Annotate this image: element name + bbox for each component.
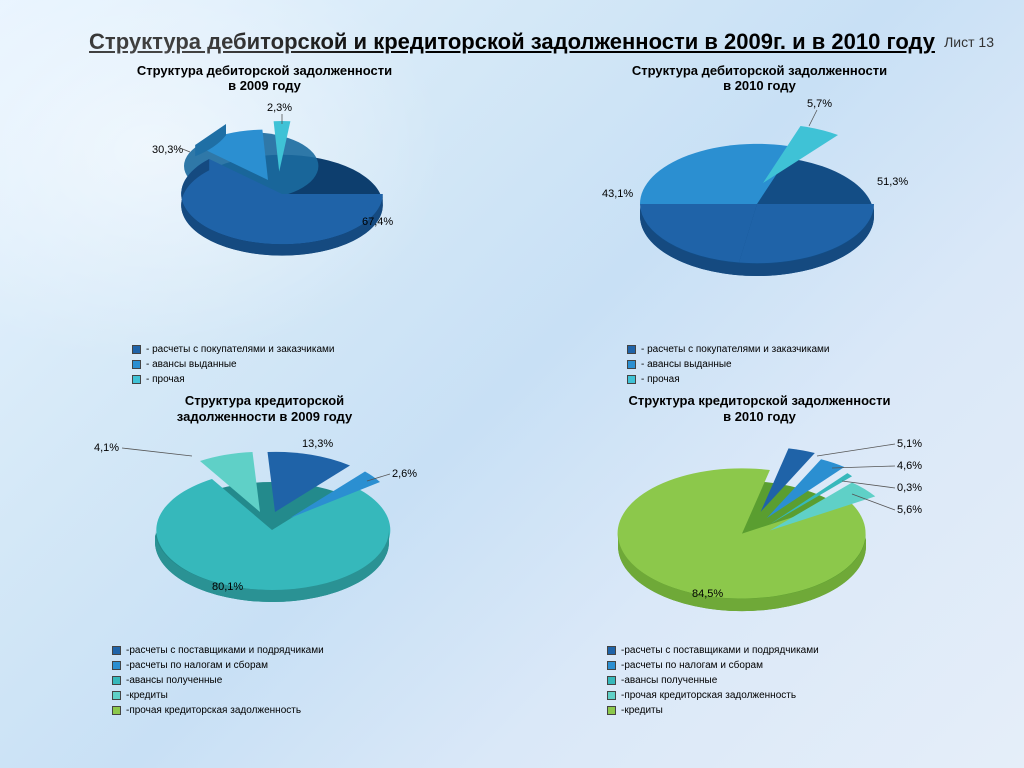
legend: - расчеты с покупателями и заказчиками- …: [627, 342, 830, 387]
legend-swatch: [112, 646, 121, 655]
legend-item: -авансы полученные: [607, 673, 819, 688]
leader-lines: [22, 426, 507, 642]
legend-text: -прочая кредиторская задолженность: [621, 688, 796, 703]
legend-swatch: [112, 691, 121, 700]
chart-grid: Структура дебиторской задолженности в 20…: [0, 57, 1024, 730]
legend-swatch: [132, 360, 141, 369]
legend-item: -кредиты: [607, 703, 819, 718]
legend-swatch: [132, 375, 141, 384]
legend-swatch: [607, 646, 616, 655]
legend-text: -расчеты с поставщиками и подрядчиками: [126, 643, 324, 658]
chart-area: 13,3% 2,6% 80,1% 4,1%: [22, 426, 507, 642]
legend-item: -расчеты по налогам и сборам: [112, 658, 324, 673]
legend-item: -расчеты с поставщиками и подрядчиками: [607, 643, 819, 658]
legend-text: - авансы выданные: [146, 357, 237, 372]
legend-text: -расчеты по налогам и сборам: [126, 658, 268, 673]
panel-cred-2009: Структура кредиторской задолженности в 2…: [22, 393, 507, 718]
legend-item: -расчеты с поставщиками и подрядчиками: [112, 643, 324, 658]
main-title: Структура дебиторской и кредиторской зад…: [0, 0, 1024, 57]
page-number: Лист 13: [944, 34, 994, 50]
panel-title: Структура кредиторской задолженности в 2…: [177, 393, 352, 424]
leader-lines: [517, 96, 1002, 342]
leader-lines: [22, 96, 507, 342]
legend-swatch: [607, 691, 616, 700]
legend: -расчеты с поставщиками и подрядчиками-р…: [112, 643, 324, 718]
legend-text: - прочая: [641, 372, 680, 387]
legend: -расчеты с поставщиками и подрядчиками-р…: [607, 643, 819, 718]
legend-text: -расчеты по налогам и сборам: [621, 658, 763, 673]
legend-item: -расчеты по налогам и сборам: [607, 658, 819, 673]
legend-item: - авансы выданные: [627, 357, 830, 372]
legend-swatch: [607, 661, 616, 670]
legend-item: - прочая: [132, 372, 335, 387]
legend-swatch: [112, 676, 121, 685]
legend-item: -прочая кредиторская задолженность: [112, 703, 324, 718]
panel-title: Структура дебиторской задолженности в 20…: [632, 63, 887, 94]
legend-text: -авансы полученные: [621, 673, 717, 688]
legend-text: - расчеты с покупателями и заказчиками: [641, 342, 830, 357]
leader-lines: [517, 426, 1002, 642]
legend-item: -авансы полученные: [112, 673, 324, 688]
legend-item: - авансы выданные: [132, 357, 335, 372]
legend-item: -кредиты: [112, 688, 324, 703]
legend-item: - прочая: [627, 372, 830, 387]
legend: - расчеты с покупателями и заказчиками- …: [132, 342, 335, 387]
legend-text: - прочая: [146, 372, 185, 387]
legend-swatch: [607, 706, 616, 715]
panel-title: Структура дебиторской задолженности в 20…: [137, 63, 392, 94]
legend-swatch: [627, 375, 636, 384]
chart-area: 5,1% 4,6% 0,3% 5,6% 84,5%: [517, 426, 1002, 642]
panel-cred-2010: Структура кредиторской задолженности в 2…: [517, 393, 1002, 718]
legend-text: -прочая кредиторская задолженность: [126, 703, 301, 718]
legend-text: -кредиты: [621, 703, 663, 718]
legend-item: -прочая кредиторская задолженность: [607, 688, 819, 703]
legend-swatch: [112, 661, 121, 670]
legend-text: -кредиты: [126, 688, 168, 703]
legend-item: - расчеты с покупателями и заказчиками: [627, 342, 830, 357]
legend-text: -расчеты с поставщиками и подрядчиками: [621, 643, 819, 658]
panel-title: Структура кредиторской задолженности в 2…: [629, 393, 891, 424]
legend-swatch: [112, 706, 121, 715]
chart-area: 67,4% 30,3% 2,3%: [22, 96, 507, 342]
legend-swatch: [627, 360, 636, 369]
legend-text: - расчеты с покупателями и заказчиками: [146, 342, 335, 357]
panel-deb-2010: Структура дебиторской задолженности в 20…: [517, 63, 1002, 388]
legend-text: - авансы выданные: [641, 357, 732, 372]
legend-text: -авансы полученные: [126, 673, 222, 688]
legend-item: - расчеты с покупателями и заказчиками: [132, 342, 335, 357]
panel-deb-2009: Структура дебиторской задолженности в 20…: [22, 63, 507, 388]
chart-area: 51,3% 43,1% 5,7%: [517, 96, 1002, 342]
legend-swatch: [627, 345, 636, 354]
legend-swatch: [607, 676, 616, 685]
legend-swatch: [132, 345, 141, 354]
